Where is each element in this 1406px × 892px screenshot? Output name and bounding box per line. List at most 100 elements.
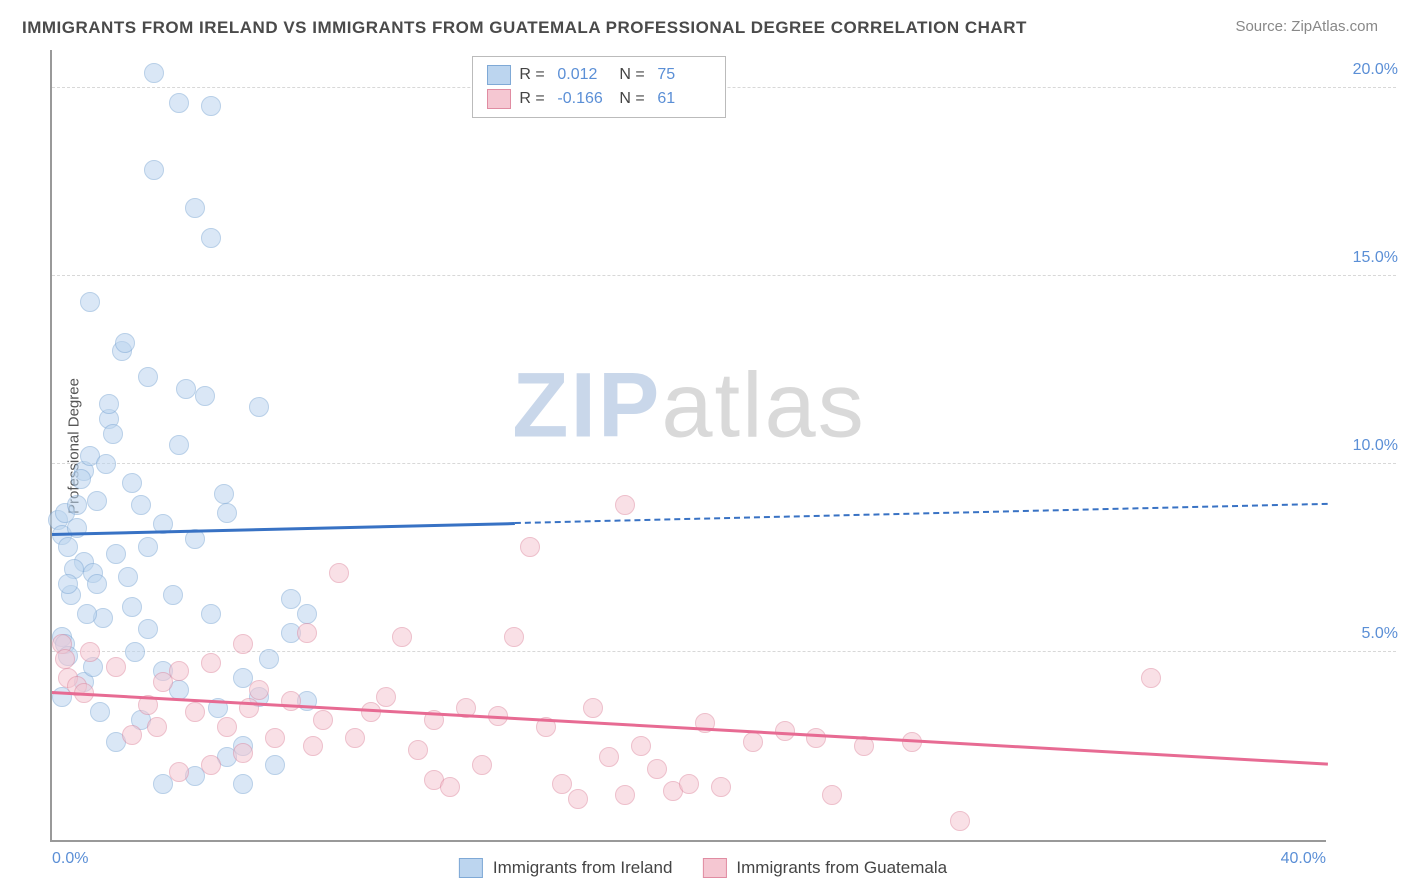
scatter-point: [297, 604, 317, 624]
scatter-point: [520, 537, 540, 557]
scatter-point: [440, 777, 460, 797]
scatter-point: [408, 740, 428, 760]
legend-item: Immigrants from Ireland: [459, 858, 673, 878]
scatter-point: [504, 627, 524, 647]
scatter-point: [392, 627, 412, 647]
stats-legend-row: R =-0.166N =61: [487, 87, 711, 111]
y-tick-label: 20.0%: [1353, 61, 1398, 79]
watermark: ZIPatlas: [512, 353, 865, 458]
stat-r-label: R =: [519, 66, 549, 84]
plot-area: ZIPatlas 5.0%10.0%15.0%20.0%0.0%40.0%R =…: [50, 50, 1326, 842]
scatter-point: [169, 435, 189, 455]
scatter-point: [233, 634, 253, 654]
scatter-point: [67, 495, 87, 515]
scatter-point: [233, 774, 253, 794]
scatter-point: [615, 495, 635, 515]
scatter-point: [106, 657, 126, 677]
scatter-point: [329, 563, 349, 583]
scatter-point: [265, 755, 285, 775]
scatter-point: [950, 811, 970, 831]
scatter-point: [552, 774, 572, 794]
scatter-point: [58, 537, 78, 557]
scatter-point: [201, 96, 221, 116]
scatter-point: [1141, 668, 1161, 688]
scatter-point: [138, 367, 158, 387]
trend-line: [52, 503, 1328, 533]
x-tick-label: 0.0%: [52, 850, 88, 868]
stat-r-value: -0.166: [557, 90, 611, 108]
scatter-point: [176, 379, 196, 399]
scatter-point: [201, 755, 221, 775]
stat-n-label: N =: [619, 90, 649, 108]
chart-container: IMMIGRANTS FROM IRELAND VS IMMIGRANTS FR…: [0, 0, 1406, 892]
scatter-point: [55, 649, 75, 669]
scatter-point: [90, 702, 110, 722]
scatter-point: [599, 747, 619, 767]
scatter-point: [201, 604, 221, 624]
scatter-point: [313, 710, 333, 730]
scatter-point: [58, 574, 78, 594]
stats-legend: R =0.012N =75R =-0.166N =61: [472, 56, 726, 118]
scatter-point: [144, 63, 164, 83]
scatter-point: [214, 484, 234, 504]
scatter-point: [185, 198, 205, 218]
scatter-point: [647, 759, 667, 779]
scatter-point: [345, 728, 365, 748]
scatter-point: [163, 585, 183, 605]
scatter-point: [303, 736, 323, 756]
stat-n-value: 75: [657, 66, 711, 84]
y-tick-label: 5.0%: [1362, 625, 1398, 643]
scatter-point: [169, 93, 189, 113]
legend-bottom: Immigrants from IrelandImmigrants from G…: [459, 858, 947, 878]
scatter-point: [743, 732, 763, 752]
watermark-rest: atlas: [661, 354, 865, 456]
scatter-point: [822, 785, 842, 805]
scatter-point: [103, 424, 123, 444]
scatter-point: [679, 774, 699, 794]
scatter-point: [87, 491, 107, 511]
scatter-point: [259, 649, 279, 669]
y-tick-label: 10.0%: [1353, 437, 1398, 455]
gridline: [52, 275, 1396, 276]
gridline: [52, 651, 1396, 652]
scatter-point: [106, 544, 126, 564]
stats-legend-row: R = 0.012 N = 75: [487, 63, 711, 87]
scatter-point: [249, 397, 269, 417]
scatter-point: [249, 680, 269, 700]
scatter-point: [233, 743, 253, 763]
scatter-point: [138, 537, 158, 557]
scatter-point: [217, 503, 237, 523]
scatter-point: [122, 473, 142, 493]
scatter-point: [122, 725, 142, 745]
legend-swatch: [487, 89, 511, 109]
scatter-point: [169, 661, 189, 681]
gridline: [52, 463, 1396, 464]
scatter-point: [615, 785, 635, 805]
x-tick-label: 40.0%: [1281, 850, 1326, 868]
scatter-point: [265, 728, 285, 748]
scatter-point: [806, 728, 826, 748]
stat-r-value: 0.012: [557, 66, 611, 84]
scatter-point: [217, 717, 237, 737]
scatter-point: [80, 642, 100, 662]
y-tick-label: 15.0%: [1353, 249, 1398, 267]
scatter-point: [77, 604, 97, 624]
scatter-point: [147, 717, 167, 737]
legend-swatch: [702, 858, 726, 878]
scatter-point: [96, 454, 116, 474]
source-label: Source: ZipAtlas.com: [1235, 18, 1378, 35]
scatter-point: [195, 386, 215, 406]
scatter-point: [201, 228, 221, 248]
legend-swatch: [459, 858, 483, 878]
scatter-point: [144, 160, 164, 180]
scatter-point: [583, 698, 603, 718]
scatter-point: [472, 755, 492, 775]
scatter-point: [376, 687, 396, 707]
stat-r-label: R =: [519, 90, 549, 108]
scatter-point: [281, 589, 301, 609]
scatter-point: [125, 642, 145, 662]
watermark-bold: ZIP: [512, 354, 661, 456]
stat-n-label: N =: [619, 66, 649, 84]
scatter-point: [99, 394, 119, 414]
legend-label: Immigrants from Ireland: [493, 858, 673, 878]
